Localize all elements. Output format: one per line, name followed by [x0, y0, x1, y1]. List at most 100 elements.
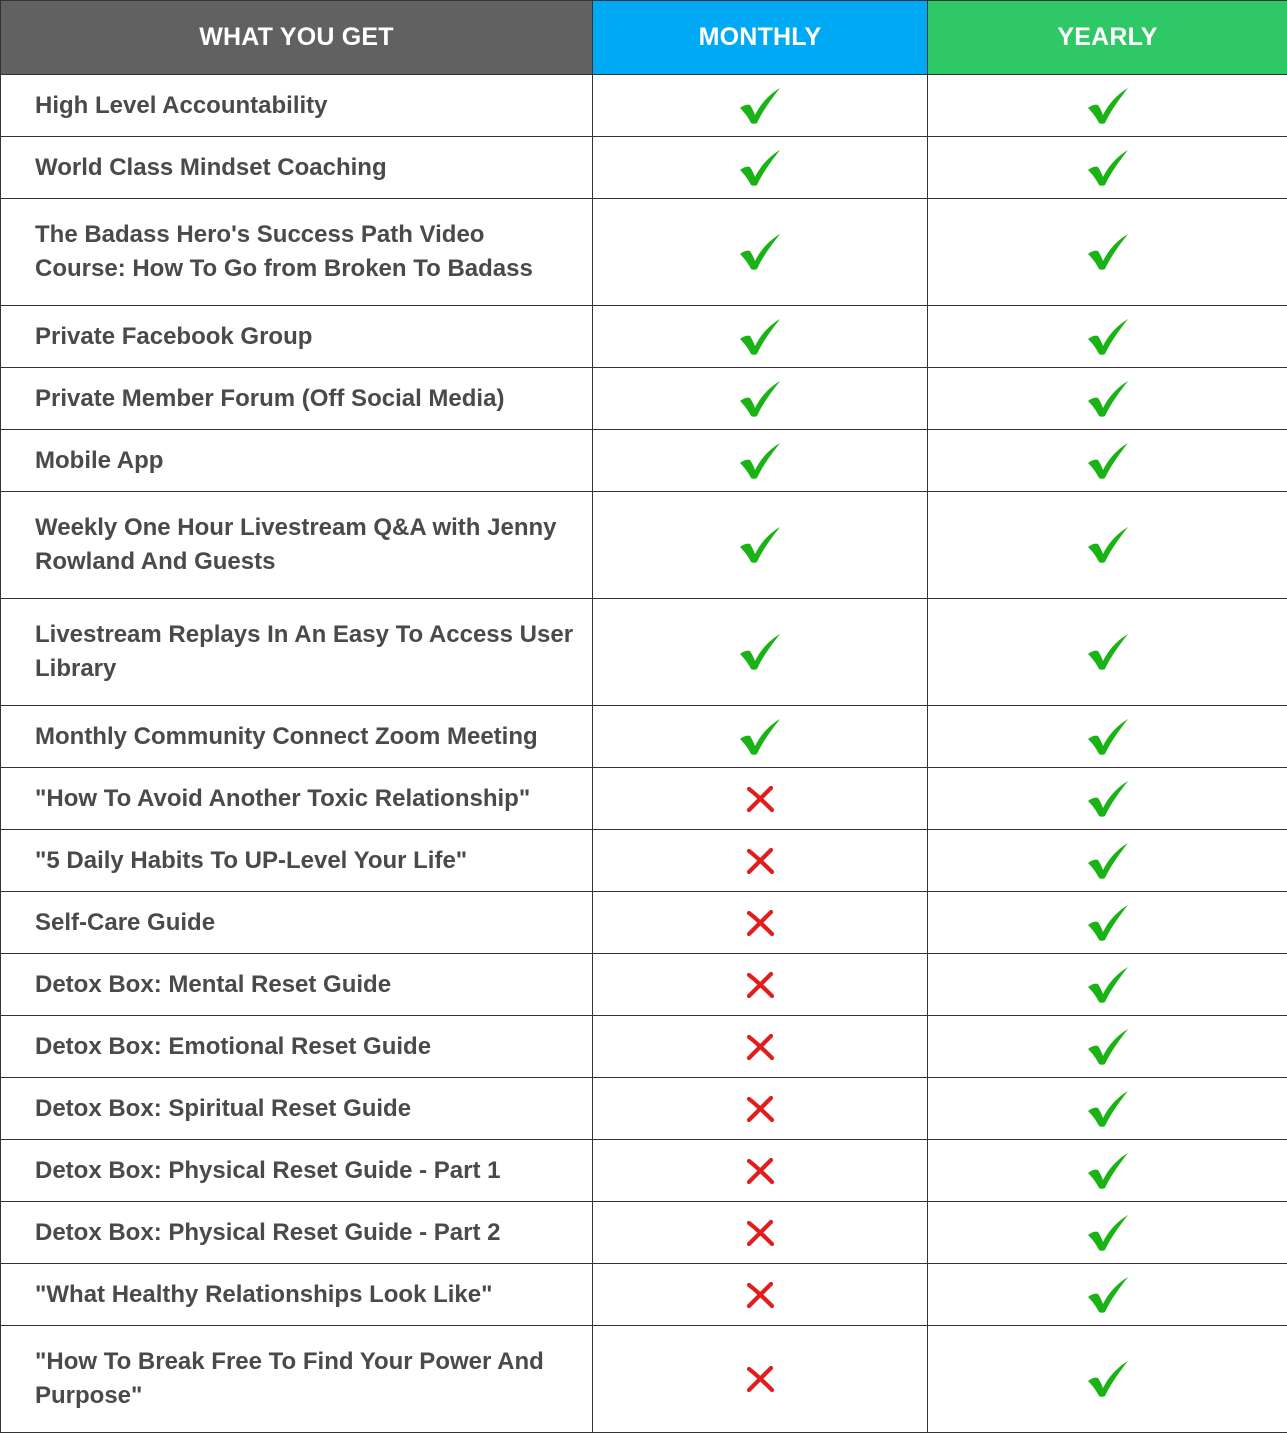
check-icon — [1085, 232, 1131, 272]
yearly-cell — [927, 1263, 1287, 1326]
yearly-cell — [927, 953, 1287, 1016]
feature-label: Detox Box: Emotional Reset Guide — [0, 1015, 593, 1078]
table-row: "5 Daily Habits To UP-Level Your Life" — [0, 829, 1287, 892]
monthly-cell — [592, 829, 928, 892]
check-icon — [737, 86, 783, 126]
check-icon — [737, 317, 783, 357]
check-icon — [737, 148, 783, 188]
feature-label: "5 Daily Habits To UP-Level Your Life" — [0, 829, 593, 892]
table-row: Detox Box: Spiritual Reset Guide — [0, 1077, 1287, 1140]
check-icon — [737, 379, 783, 419]
table-body: High Level Accountability World Class Min… — [0, 74, 1287, 1433]
table-row: High Level Accountability — [0, 74, 1287, 137]
monthly-cell — [592, 74, 928, 137]
yearly-cell — [927, 829, 1287, 892]
yearly-cell — [927, 1139, 1287, 1202]
check-icon — [1085, 379, 1131, 419]
yearly-cell — [927, 891, 1287, 954]
feature-label: Monthly Community Connect Zoom Meeting — [0, 705, 593, 768]
header-row: WHAT YOU GET MONTHLY YEARLY — [0, 0, 1287, 75]
feature-label: Weekly One Hour Livestream Q&A with Jenn… — [0, 491, 593, 599]
monthly-cell — [592, 429, 928, 492]
yearly-cell — [927, 1077, 1287, 1140]
check-icon — [1085, 317, 1131, 357]
table-header: WHAT YOU GET MONTHLY YEARLY — [0, 0, 1287, 75]
table-row: Monthly Community Connect Zoom Meeting — [0, 705, 1287, 768]
monthly-cell — [592, 705, 928, 768]
feature-label: "What Healthy Relationships Look Like" — [0, 1263, 593, 1326]
yearly-cell — [927, 767, 1287, 830]
yearly-cell — [927, 136, 1287, 199]
monthly-cell — [592, 1139, 928, 1202]
check-icon — [737, 441, 783, 481]
feature-label: Detox Box: Physical Reset Guide - Part 2 — [0, 1201, 593, 1264]
check-icon — [1085, 632, 1131, 672]
cross-icon — [745, 1032, 775, 1062]
yearly-cell — [927, 1325, 1287, 1433]
table-row: Detox Box: Physical Reset Guide - Part 1 — [0, 1139, 1287, 1202]
check-icon — [1085, 779, 1131, 819]
check-icon — [1085, 148, 1131, 188]
monthly-cell — [592, 1015, 928, 1078]
header-what-you-get: WHAT YOU GET — [0, 0, 593, 75]
check-icon — [1085, 1275, 1131, 1315]
header-yearly: YEARLY — [927, 0, 1287, 75]
yearly-cell — [927, 598, 1287, 706]
check-icon — [1085, 525, 1131, 565]
cross-icon — [745, 784, 775, 814]
feature-label: High Level Accountability — [0, 74, 593, 137]
feature-label: "How To Break Free To Find Your Power An… — [0, 1325, 593, 1433]
feature-label: Private Facebook Group — [0, 305, 593, 368]
cross-icon — [745, 1156, 775, 1186]
feature-label: "How To Avoid Another Toxic Relationship… — [0, 767, 593, 830]
check-icon — [1085, 1359, 1131, 1399]
feature-label: Mobile App — [0, 429, 593, 492]
table-row: World Class Mindset Coaching — [0, 136, 1287, 199]
monthly-cell — [592, 491, 928, 599]
check-icon — [1085, 1213, 1131, 1253]
check-icon — [737, 525, 783, 565]
feature-label: Detox Box: Spiritual Reset Guide — [0, 1077, 593, 1140]
cross-icon — [745, 846, 775, 876]
monthly-cell — [592, 767, 928, 830]
cross-icon — [745, 1218, 775, 1248]
yearly-cell — [927, 367, 1287, 430]
check-icon — [737, 632, 783, 672]
table-row: Self-Care Guide — [0, 891, 1287, 954]
yearly-cell — [927, 705, 1287, 768]
check-icon — [1085, 965, 1131, 1005]
cross-icon — [745, 1280, 775, 1310]
table-row: Weekly One Hour Livestream Q&A with Jenn… — [0, 491, 1287, 599]
table-row: Private Member Forum (Off Social Media) — [0, 367, 1287, 430]
feature-label: Detox Box: Mental Reset Guide — [0, 953, 593, 1016]
check-icon — [737, 717, 783, 757]
monthly-cell — [592, 305, 928, 368]
feature-label: Detox Box: Physical Reset Guide - Part 1 — [0, 1139, 593, 1202]
monthly-cell — [592, 1077, 928, 1140]
feature-label: Self-Care Guide — [0, 891, 593, 954]
yearly-cell — [927, 305, 1287, 368]
monthly-cell — [592, 953, 928, 1016]
cross-icon — [745, 970, 775, 1000]
check-icon — [1085, 717, 1131, 757]
cross-icon — [745, 908, 775, 938]
check-icon — [1085, 1151, 1131, 1191]
yearly-cell — [927, 429, 1287, 492]
table-row: Detox Box: Emotional Reset Guide — [0, 1015, 1287, 1078]
monthly-cell — [592, 891, 928, 954]
table-row: Livestream Replays In An Easy To Access … — [0, 598, 1287, 706]
yearly-cell — [927, 1015, 1287, 1078]
header-monthly: MONTHLY — [592, 0, 928, 75]
table-row: Private Facebook Group — [0, 305, 1287, 368]
monthly-cell — [592, 198, 928, 306]
monthly-cell — [592, 598, 928, 706]
table-row: Mobile App — [0, 429, 1287, 492]
yearly-cell — [927, 491, 1287, 599]
check-icon — [1085, 86, 1131, 126]
check-icon — [1085, 1027, 1131, 1067]
yearly-cell — [927, 74, 1287, 137]
table-row: "How To Avoid Another Toxic Relationship… — [0, 767, 1287, 830]
feature-label: Private Member Forum (Off Social Media) — [0, 367, 593, 430]
monthly-cell — [592, 136, 928, 199]
